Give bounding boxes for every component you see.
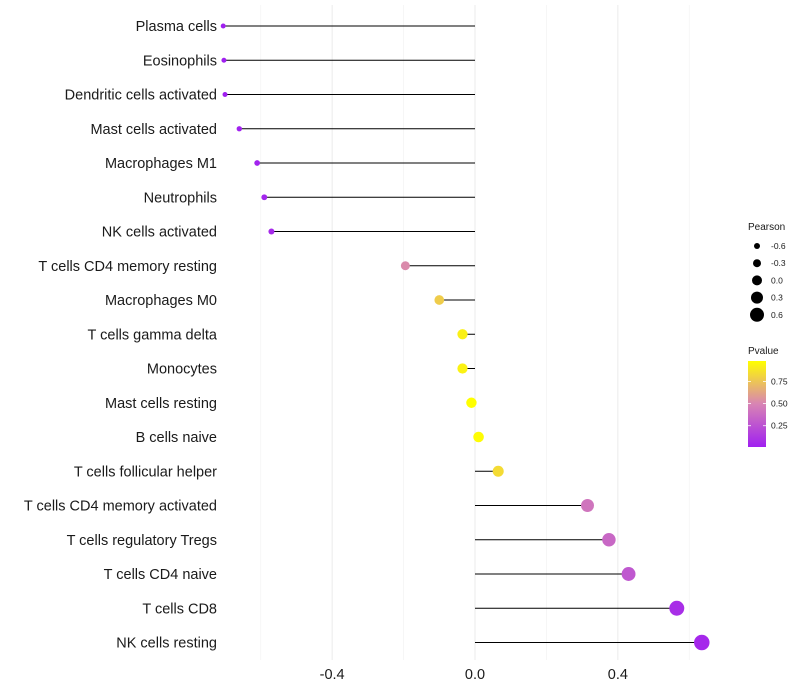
data-point bbox=[694, 634, 710, 651]
size-legend-point bbox=[750, 307, 764, 322]
size-legend-point bbox=[752, 275, 762, 286]
category-label: Macrophages M0 bbox=[105, 293, 217, 309]
category-label: T cells gamma delta bbox=[88, 327, 218, 343]
data-point bbox=[220, 23, 226, 29]
data-point bbox=[581, 499, 594, 512]
point-layer bbox=[220, 23, 710, 651]
data-point bbox=[400, 261, 410, 271]
category-label: Mast cells resting bbox=[105, 396, 217, 412]
category-label: Neutrophils bbox=[144, 190, 217, 206]
data-point bbox=[457, 363, 468, 374]
stem-layer bbox=[223, 25, 702, 643]
category-label: T cells follicular helper bbox=[74, 464, 217, 480]
category-label: Monocytes bbox=[147, 362, 217, 378]
color-legend-label: 0.50 bbox=[771, 399, 788, 409]
size-legend-label: -0.6 bbox=[771, 241, 786, 251]
category-label: Plasma cells bbox=[136, 19, 217, 35]
x-tick-label: -0.4 bbox=[320, 667, 345, 683]
size-legend-point bbox=[754, 243, 760, 249]
category-labels: Plasma cells Eosinophils Dendritic cells a… bbox=[24, 19, 218, 652]
size-legend-label: 0.6 bbox=[771, 310, 783, 320]
size-legend-label: 0.0 bbox=[771, 275, 783, 285]
category-label: NK cells activated bbox=[102, 225, 217, 241]
category-label: Dendritic cells activated bbox=[65, 88, 217, 104]
data-point bbox=[473, 431, 484, 443]
legend: Pearson -0.6 -0.3 0.0 0.3 0.6 Pvalue 0.75 0.50 0.… bbox=[748, 222, 788, 447]
data-point bbox=[254, 160, 260, 166]
x-tick-label: 0.0 bbox=[465, 667, 485, 683]
category-label: Macrophages M1 bbox=[105, 156, 217, 172]
data-point bbox=[602, 533, 616, 547]
data-point bbox=[669, 600, 685, 616]
data-point bbox=[457, 329, 468, 340]
data-point bbox=[221, 57, 227, 63]
category-label: T cells regulatory Tregs bbox=[67, 533, 217, 549]
category-label: Mast cells activated bbox=[90, 122, 217, 138]
color-legend-label: 0.25 bbox=[771, 421, 788, 431]
category-label: B cells naive bbox=[136, 430, 217, 446]
size-legend-label: -0.3 bbox=[771, 258, 786, 268]
data-point bbox=[492, 465, 504, 477]
category-label: T cells CD4 memory resting bbox=[38, 259, 217, 275]
legend-title-pearson: Pearson bbox=[748, 222, 785, 233]
color-legend-label: 0.75 bbox=[771, 376, 788, 386]
category-label: NK cells resting bbox=[116, 636, 217, 652]
x-axis-ticks: -0.4 0.0 0.4 bbox=[320, 667, 628, 683]
size-legend-point bbox=[751, 291, 763, 304]
pvalue-colorbar bbox=[748, 361, 766, 447]
category-label: T cells CD8 bbox=[142, 601, 217, 617]
data-point bbox=[236, 126, 242, 132]
data-point bbox=[268, 228, 275, 235]
size-legend-point bbox=[753, 259, 761, 268]
legend-title-pvalue: Pvalue bbox=[748, 346, 779, 357]
size-legend-label: 0.3 bbox=[771, 293, 783, 303]
data-point bbox=[434, 295, 445, 305]
data-point bbox=[466, 397, 477, 408]
grid-layer bbox=[260, 5, 690, 660]
data-point bbox=[261, 194, 268, 201]
data-point bbox=[222, 92, 228, 97]
category-label: T cells CD4 memory activated bbox=[24, 499, 217, 515]
category-label: T cells CD4 naive bbox=[104, 567, 217, 583]
category-label: Eosinophils bbox=[143, 53, 217, 69]
x-tick-label: 0.4 bbox=[608, 667, 628, 683]
data-point bbox=[621, 567, 636, 581]
